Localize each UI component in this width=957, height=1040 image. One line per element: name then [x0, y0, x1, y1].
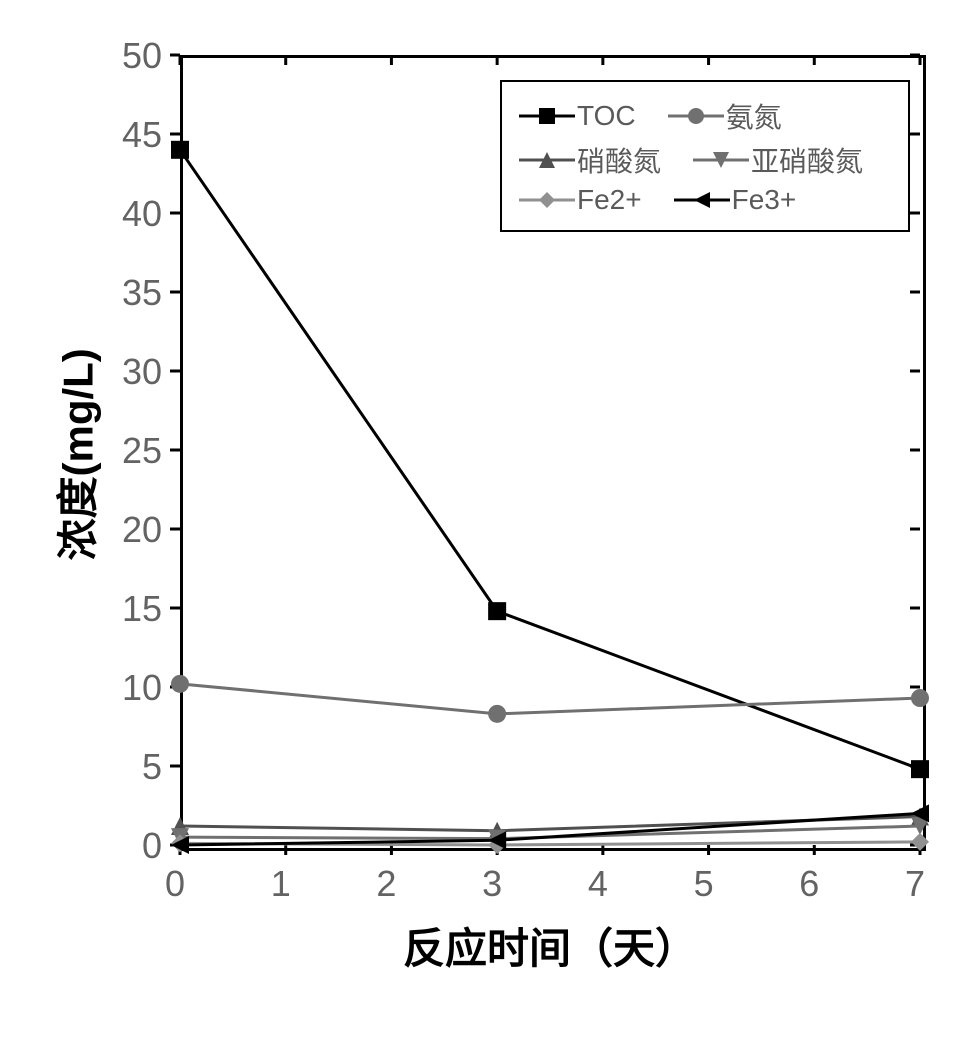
series-line-TOC	[180, 150, 920, 769]
y-tick-label: 15	[122, 588, 162, 630]
y-tick-label: 25	[122, 430, 162, 472]
x-tick-label: 6	[799, 863, 819, 905]
x-tick-label: 3	[482, 863, 502, 905]
legend-marker-icon	[517, 148, 577, 172]
x-tick-label: 2	[376, 863, 396, 905]
legend-marker-icon	[691, 148, 751, 172]
legend-row: 硝酸氮 亚硝酸氮	[517, 140, 893, 180]
legend-marker-icon	[517, 104, 577, 128]
x-tick-label: 7	[905, 863, 925, 905]
y-tick-label: 30	[122, 351, 162, 393]
y-tick-label: 45	[122, 114, 162, 156]
y-tick-label: 5	[142, 746, 162, 788]
x-tick-label: 0	[165, 863, 185, 905]
legend: TOC 氨氮硝酸氮 亚硝酸氮 Fe2+ Fe3+	[500, 80, 910, 232]
legend-marker-icon	[666, 104, 726, 128]
legend-row: Fe2+ Fe3+	[517, 184, 893, 216]
series-line-ammonia-nitrogen	[180, 684, 920, 714]
legend-label: Fe2+	[577, 184, 642, 216]
y-axis-label: 浓度(mg/L)	[45, 361, 106, 561]
legend-label: 氨氮	[726, 96, 782, 136]
legend-marker-icon	[672, 188, 732, 212]
x-tick-label: 4	[588, 863, 608, 905]
legend-item-nitrate-nitrogen: 硝酸氮	[517, 140, 661, 180]
y-tick-label: 20	[122, 509, 162, 551]
chart-container: 浓度(mg/L) 反应时间（天） TOC 氨氮硝酸氮 亚硝酸氮 Fe2+ Fe3+ 0 1…	[20, 20, 957, 1020]
legend-item-ammonia-nitrogen: 氨氮	[666, 96, 782, 136]
legend-label: 亚硝酸氮	[751, 140, 863, 180]
x-axis-label: 反应时间（天）	[180, 915, 920, 976]
y-tick-label: 0	[142, 825, 162, 867]
x-tick-label: 5	[694, 863, 714, 905]
y-tick-label: 40	[122, 193, 162, 235]
legend-label: 硝酸氮	[577, 140, 661, 180]
legend-item-fe3: Fe3+	[672, 184, 797, 216]
y-tick-label: 35	[122, 272, 162, 314]
legend-label: Fe3+	[732, 184, 797, 216]
legend-item-fe2: Fe2+	[517, 184, 642, 216]
legend-marker-icon	[517, 188, 577, 212]
legend-item-TOC: TOC	[517, 100, 636, 132]
legend-item-nitrite-nitrogen: 亚硝酸氮	[691, 140, 863, 180]
x-tick-label: 1	[271, 863, 291, 905]
y-tick-label: 10	[122, 667, 162, 709]
legend-row: TOC 氨氮	[517, 96, 893, 136]
legend-label: TOC	[577, 100, 636, 132]
y-tick-label: 50	[122, 35, 162, 77]
